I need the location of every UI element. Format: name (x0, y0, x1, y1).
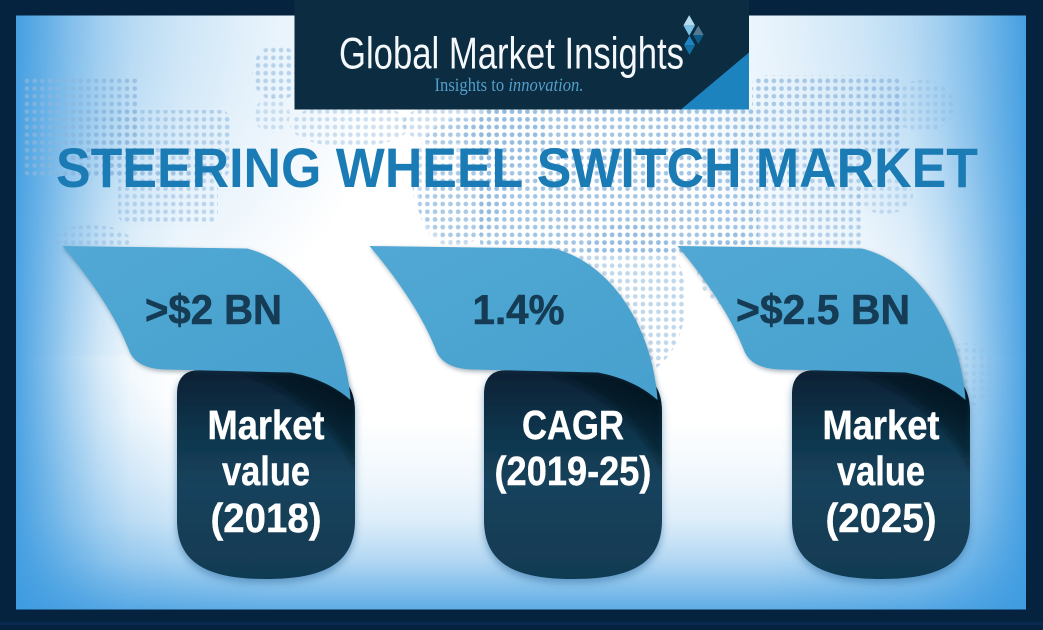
svg-text:value: value (837, 448, 925, 494)
svg-text:Market: Market (823, 402, 940, 448)
svg-text:Market: Market (208, 402, 325, 448)
svg-text:(2025): (2025) (826, 495, 937, 541)
svg-text:value: value (222, 448, 310, 494)
svg-text:(2018): (2018) (211, 495, 322, 541)
svg-text:(2019-25): (2019-25) (495, 448, 652, 494)
svg-text:Insights to innovation.: Insights to innovation. (435, 76, 584, 96)
svg-text:>$2 BN: >$2 BN (145, 286, 282, 333)
svg-text:1.4%: 1.4% (473, 286, 565, 333)
svg-text:Global Market Insights: Global Market Insights (339, 30, 684, 79)
svg-text:CAGR: CAGR (522, 402, 624, 448)
svg-text:STEERING WHEEL SWITCH MARKET: STEERING WHEEL SWITCH MARKET (56, 137, 978, 199)
svg-text:>$2.5 BN: >$2.5 BN (736, 286, 910, 333)
